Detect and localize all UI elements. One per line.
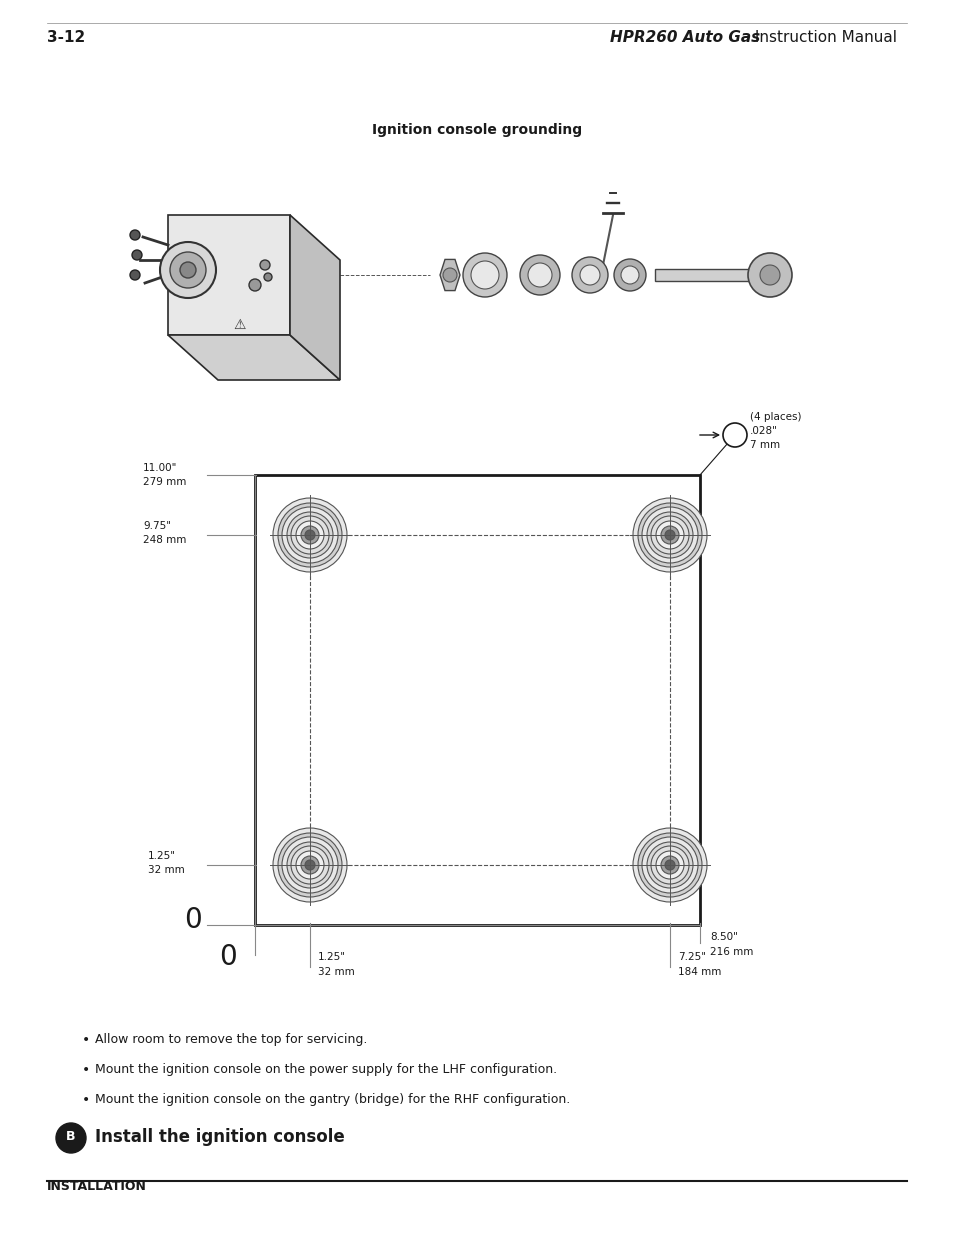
Circle shape	[646, 513, 692, 558]
Circle shape	[747, 253, 791, 296]
Circle shape	[641, 837, 698, 893]
Text: 0: 0	[184, 906, 202, 934]
Text: 184 mm: 184 mm	[678, 967, 720, 977]
Text: INSTALLATION: INSTALLATION	[47, 1179, 147, 1193]
Circle shape	[664, 530, 675, 540]
Text: Ignition console grounding: Ignition console grounding	[372, 124, 581, 137]
Circle shape	[273, 498, 347, 572]
Circle shape	[760, 266, 780, 285]
Circle shape	[264, 273, 272, 282]
Text: 32 mm: 32 mm	[148, 864, 185, 876]
Text: 7 mm: 7 mm	[749, 440, 780, 450]
Circle shape	[572, 257, 607, 293]
Bar	[254, 475, 700, 925]
Circle shape	[305, 860, 314, 869]
Circle shape	[471, 261, 498, 289]
Circle shape	[260, 261, 270, 270]
Circle shape	[664, 860, 675, 869]
Circle shape	[301, 526, 318, 543]
Text: 8.50": 8.50"	[709, 932, 737, 942]
Text: 216 mm: 216 mm	[709, 947, 753, 957]
Circle shape	[660, 856, 679, 874]
Circle shape	[650, 846, 688, 884]
Circle shape	[287, 842, 333, 888]
Circle shape	[614, 259, 645, 291]
Text: (4 places): (4 places)	[749, 412, 801, 422]
Circle shape	[650, 516, 688, 555]
Text: 1.25": 1.25"	[317, 952, 346, 962]
Text: .028": .028"	[749, 426, 777, 436]
Text: ⚠: ⚠	[233, 317, 246, 332]
Circle shape	[180, 262, 195, 278]
Text: 279 mm: 279 mm	[143, 477, 186, 487]
Polygon shape	[168, 215, 290, 335]
Circle shape	[295, 521, 324, 550]
Circle shape	[722, 424, 746, 447]
Circle shape	[56, 1123, 86, 1153]
Circle shape	[646, 842, 692, 888]
Text: B: B	[66, 1130, 75, 1144]
Text: 3-12: 3-12	[47, 30, 85, 44]
Circle shape	[291, 516, 329, 555]
Circle shape	[130, 230, 140, 240]
Text: •: •	[82, 1093, 91, 1107]
Circle shape	[660, 526, 679, 543]
Polygon shape	[168, 335, 339, 380]
Text: 9.75": 9.75"	[143, 521, 171, 531]
Circle shape	[638, 503, 701, 567]
Circle shape	[277, 503, 341, 567]
Text: Instruction Manual: Instruction Manual	[749, 30, 896, 44]
Circle shape	[638, 832, 701, 897]
Circle shape	[287, 513, 333, 558]
Circle shape	[656, 521, 683, 550]
Text: HPR260 Auto Gas: HPR260 Auto Gas	[609, 30, 760, 44]
Polygon shape	[439, 259, 459, 290]
Circle shape	[160, 242, 215, 298]
Circle shape	[249, 279, 261, 291]
Circle shape	[579, 266, 599, 285]
Circle shape	[305, 530, 314, 540]
Text: Install the ignition console: Install the ignition console	[95, 1128, 344, 1146]
Circle shape	[656, 851, 683, 879]
Circle shape	[633, 498, 706, 572]
Circle shape	[273, 827, 347, 902]
Circle shape	[170, 252, 206, 288]
Text: 11.00": 11.00"	[143, 463, 177, 473]
Circle shape	[132, 249, 142, 261]
Circle shape	[620, 266, 639, 284]
Text: 1.25": 1.25"	[148, 851, 175, 861]
Text: •: •	[82, 1063, 91, 1077]
Circle shape	[519, 254, 559, 295]
Text: 32 mm: 32 mm	[317, 967, 355, 977]
Text: 248 mm: 248 mm	[143, 535, 186, 545]
Circle shape	[301, 856, 318, 874]
Text: 7.25": 7.25"	[678, 952, 705, 962]
Circle shape	[130, 270, 140, 280]
Text: Mount the ignition console on the power supply for the LHF configuration.: Mount the ignition console on the power …	[95, 1063, 557, 1077]
Circle shape	[295, 851, 324, 879]
Text: 0: 0	[219, 944, 236, 971]
Circle shape	[641, 508, 698, 563]
Circle shape	[282, 837, 337, 893]
Circle shape	[277, 832, 341, 897]
Circle shape	[282, 508, 337, 563]
Text: Allow room to remove the top for servicing.: Allow room to remove the top for servici…	[95, 1034, 367, 1046]
Bar	[655, 269, 754, 282]
Circle shape	[462, 253, 506, 296]
Text: Mount the ignition console on the gantry (bridge) for the RHF configuration.: Mount the ignition console on the gantry…	[95, 1093, 570, 1107]
Text: •: •	[82, 1032, 91, 1047]
Circle shape	[291, 846, 329, 884]
Circle shape	[442, 268, 456, 282]
Circle shape	[633, 827, 706, 902]
Polygon shape	[290, 215, 339, 380]
Circle shape	[527, 263, 552, 287]
